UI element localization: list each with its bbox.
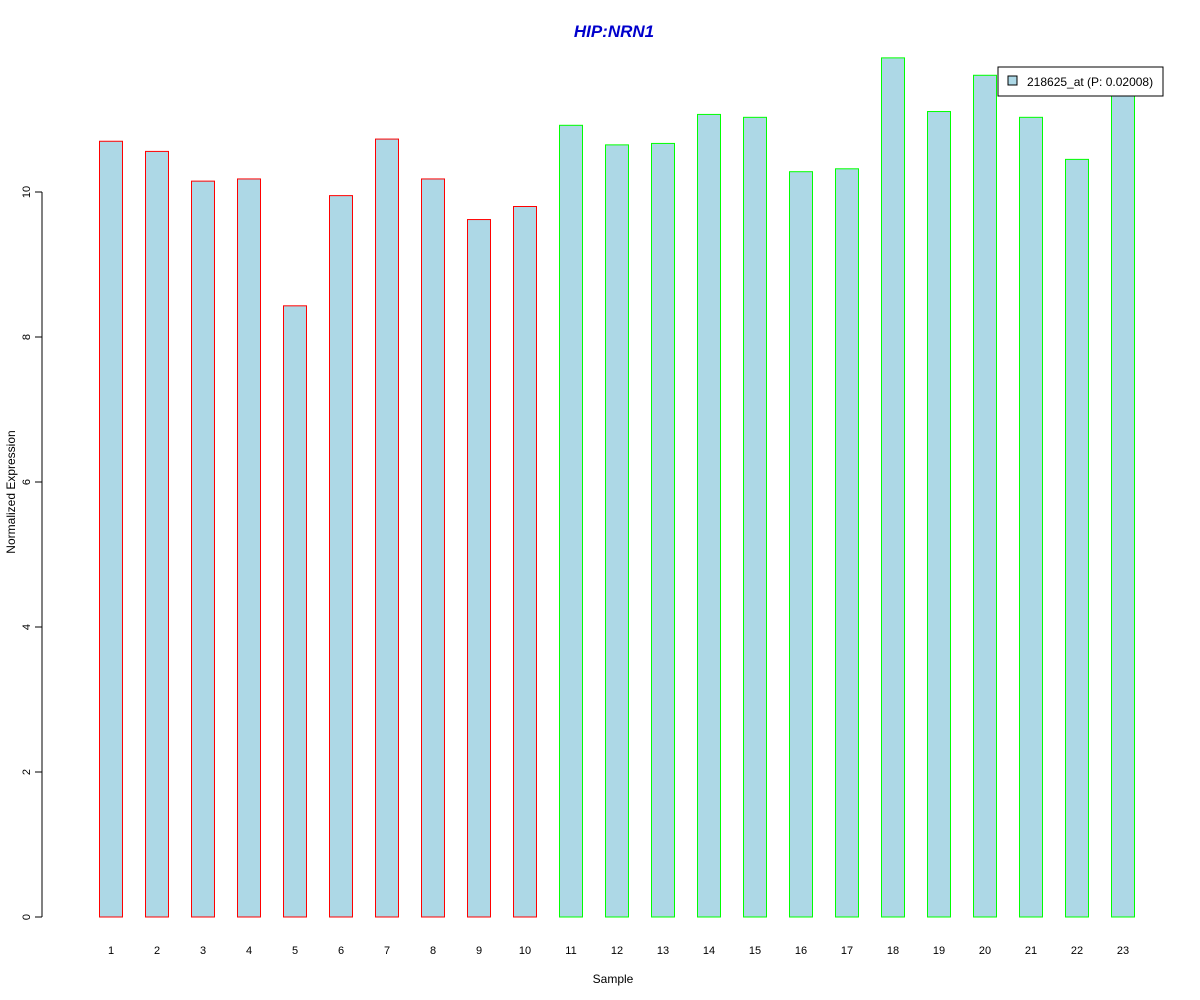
bar-sample-18 <box>881 57 905 918</box>
y-tick-label: 4 <box>21 624 33 630</box>
bar-sample-12 <box>605 144 629 918</box>
bar-sample-23 <box>1111 90 1135 918</box>
bar-sample-22 <box>1065 158 1089 918</box>
bar-sample-13 <box>651 142 675 918</box>
y-axis-label: Normalized Expression <box>4 430 18 553</box>
legend: 218625_at (P: 0.02008) <box>997 66 1164 97</box>
bar-sample-4 <box>237 178 261 918</box>
legend-swatch <box>1007 75 1018 86</box>
x-tick-label: 14 <box>703 945 715 957</box>
y-tick-label: 0 <box>21 914 33 920</box>
x-tick-label: 4 <box>246 945 252 957</box>
bar-sample-14 <box>697 113 721 918</box>
x-tick-label: 8 <box>430 945 436 957</box>
x-tick-label: 3 <box>200 945 206 957</box>
x-tick-label: 18 <box>887 945 899 957</box>
y-tick-label: 6 <box>21 479 33 485</box>
x-tick-labels: 1 2 3 4 5 6 7 8 9 10 11 12 13 14 15 16 17 18 19 20 21 22 23 <box>108 945 1129 957</box>
x-tick-label: 12 <box>611 945 623 957</box>
x-tick-label: 19 <box>933 945 945 957</box>
x-tick-label: 22 <box>1071 945 1083 957</box>
bar-sample-11 <box>559 124 583 918</box>
y-tick-label: 8 <box>21 334 33 340</box>
y-tick-label: 2 <box>21 769 33 775</box>
x-tick-label: 16 <box>795 945 807 957</box>
bar-sample-7 <box>375 138 399 918</box>
x-tick-label: 10 <box>519 945 531 957</box>
bar-sample-3 <box>191 180 215 918</box>
bar-sample-21 <box>1019 116 1043 918</box>
bar-sample-20 <box>973 74 997 918</box>
chart-title: HIP:NRN1 <box>574 22 654 41</box>
x-tick-label: 13 <box>657 945 669 957</box>
x-tick-label: 23 <box>1117 945 1129 957</box>
bar-sample-10 <box>513 206 537 918</box>
x-tick-label: 7 <box>384 945 390 957</box>
x-tick-label: 21 <box>1025 945 1037 957</box>
legend-box <box>997 66 1164 97</box>
x-tick-label: 5 <box>292 945 298 957</box>
x-tick-label: 2 <box>154 945 160 957</box>
x-tick-label: 6 <box>338 945 344 957</box>
y-tick-label: 10 <box>21 186 33 198</box>
x-tick-label: 20 <box>979 945 991 957</box>
x-axis-label: Sample <box>593 972 634 986</box>
bar-sample-17 <box>835 168 859 918</box>
bar-sample-16 <box>789 171 813 918</box>
x-tick-label: 9 <box>476 945 482 957</box>
bar-sample-6 <box>329 195 353 918</box>
x-tick-label: 11 <box>565 945 576 957</box>
legend-label: 218625_at (P: 0.02008) <box>1027 75 1153 89</box>
bar-sample-15 <box>743 116 767 918</box>
y-axis: 0 2 4 6 8 10 <box>21 186 43 920</box>
bar-sample-9 <box>467 219 491 918</box>
bars <box>99 57 1135 918</box>
bar-sample-1 <box>99 140 123 918</box>
bar-sample-8 <box>421 178 445 918</box>
x-tick-label: 1 <box>108 945 114 957</box>
x-tick-label: 15 <box>749 945 761 957</box>
bar-sample-2 <box>145 150 169 918</box>
x-tick-label: 17 <box>841 945 853 957</box>
bar-sample-5 <box>283 305 307 918</box>
bar-sample-19 <box>927 111 951 918</box>
